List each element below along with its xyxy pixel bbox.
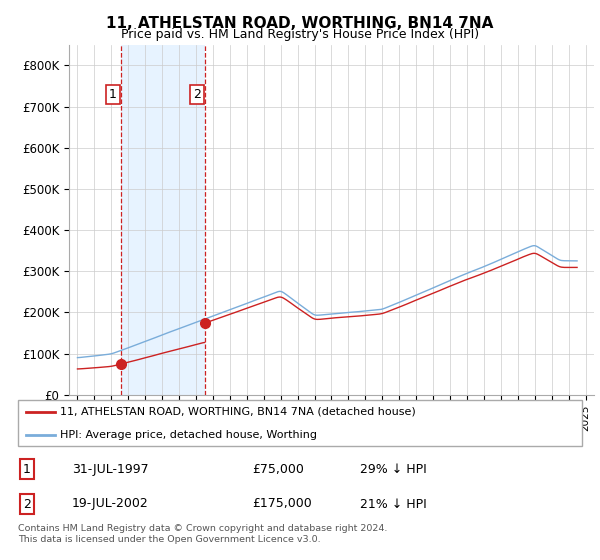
- Text: 1: 1: [23, 463, 31, 476]
- Text: £75,000: £75,000: [252, 463, 304, 476]
- Text: 2: 2: [23, 497, 31, 511]
- Text: Price paid vs. HM Land Registry's House Price Index (HPI): Price paid vs. HM Land Registry's House …: [121, 28, 479, 41]
- Text: 31-JUL-1997: 31-JUL-1997: [72, 463, 149, 476]
- Text: 21% ↓ HPI: 21% ↓ HPI: [360, 497, 427, 511]
- FancyBboxPatch shape: [18, 400, 582, 446]
- Text: HPI: Average price, detached house, Worthing: HPI: Average price, detached house, Wort…: [60, 430, 317, 440]
- Text: £175,000: £175,000: [252, 497, 312, 511]
- Text: Contains HM Land Registry data © Crown copyright and database right 2024.
This d: Contains HM Land Registry data © Crown c…: [18, 524, 388, 544]
- Text: 1: 1: [109, 88, 116, 101]
- Text: 29% ↓ HPI: 29% ↓ HPI: [360, 463, 427, 476]
- Text: 19-JUL-2002: 19-JUL-2002: [72, 497, 149, 511]
- Bar: [121, 45, 205, 395]
- Text: 11, ATHELSTAN ROAD, WORTHING, BN14 7NA: 11, ATHELSTAN ROAD, WORTHING, BN14 7NA: [106, 16, 494, 31]
- Text: 2: 2: [193, 88, 201, 101]
- Text: 11, ATHELSTAN ROAD, WORTHING, BN14 7NA (detached house): 11, ATHELSTAN ROAD, WORTHING, BN14 7NA (…: [60, 407, 416, 417]
